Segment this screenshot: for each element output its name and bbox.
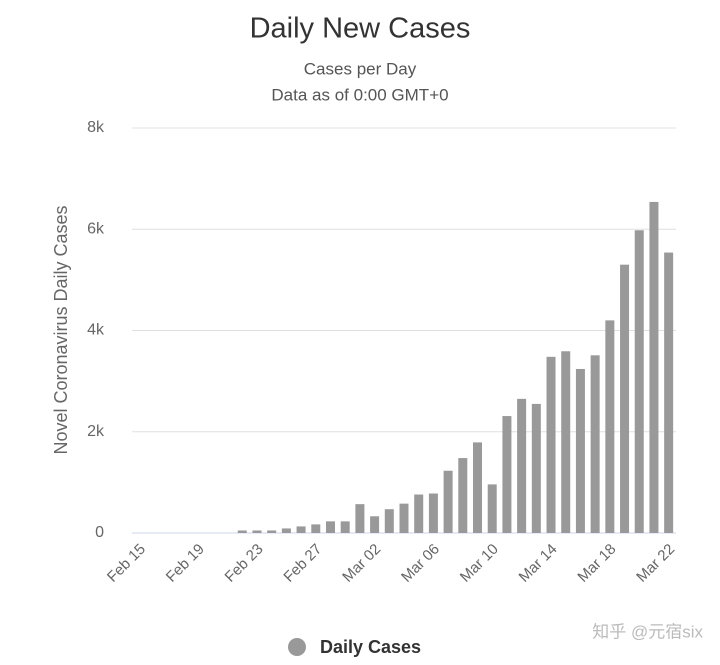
x-tick-label: Feb 19 (163, 541, 208, 586)
bar (237, 530, 247, 533)
bar (473, 442, 483, 533)
legend-label: Daily Cases (320, 637, 421, 657)
x-tick-label: Feb 15 (104, 541, 149, 586)
bar (281, 528, 291, 533)
chart-subtitle: Cases per Day (304, 59, 417, 78)
x-tick-label: Feb 23 (222, 541, 267, 586)
x-tick-label: Mar 10 (457, 541, 502, 586)
x-tick-label: Mar 22 (633, 541, 678, 586)
bar (634, 230, 644, 533)
bar (370, 516, 380, 533)
bar (575, 368, 585, 533)
bar (664, 252, 674, 533)
bar (296, 526, 306, 533)
bar (620, 264, 630, 533)
bar (414, 494, 424, 533)
watermark: 知乎 @元宿six (592, 622, 703, 641)
bar (443, 470, 453, 533)
bar (605, 320, 615, 533)
bar (502, 416, 512, 533)
y-tick-label: 6k (87, 220, 105, 237)
y-tick-label: 0 (95, 524, 104, 541)
chart-title: Daily New Cases (250, 13, 471, 45)
bar (399, 503, 409, 533)
bar (517, 398, 527, 533)
x-tick-label: Mar 02 (339, 541, 384, 586)
bar (325, 521, 335, 533)
bar (428, 493, 438, 533)
bar (561, 351, 571, 533)
y-tick-label: 4k (87, 322, 105, 339)
bar (384, 509, 394, 533)
y-tick-label: 2k (87, 423, 105, 440)
bar (252, 530, 262, 533)
x-tick-label: Mar 06 (398, 541, 443, 586)
bar (531, 403, 541, 533)
bar (267, 530, 277, 533)
bar (546, 356, 556, 533)
x-tick-label: Mar 18 (574, 541, 619, 586)
x-tick-label: Feb 27 (280, 541, 325, 586)
bar (649, 201, 659, 533)
y-tick-label: 8k (87, 119, 105, 136)
bar (311, 524, 321, 533)
chart-subtitle: Data as of 0:00 GMT+0 (271, 85, 448, 104)
bar (355, 504, 365, 533)
bar (340, 521, 350, 533)
bar (590, 355, 600, 533)
bar (487, 484, 497, 533)
bar (458, 458, 468, 533)
x-tick-label: Mar 14 (516, 541, 561, 586)
y-axis-label: Novel Coronavirus Daily Cases (51, 205, 71, 454)
legend-marker (288, 638, 306, 656)
